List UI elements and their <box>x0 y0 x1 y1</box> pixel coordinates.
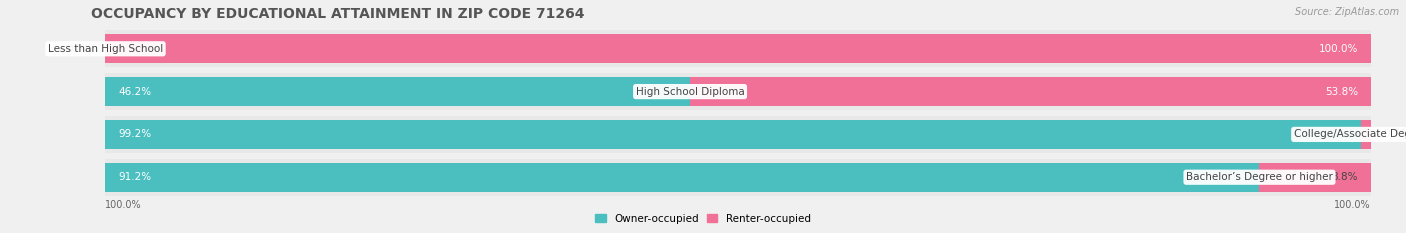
Text: 100.0%: 100.0% <box>1319 44 1358 54</box>
Text: 91.2%: 91.2% <box>118 172 152 182</box>
Text: Less than High School: Less than High School <box>48 44 163 54</box>
Legend: Owner-occupied, Renter-occupied: Owner-occupied, Renter-occupied <box>591 209 815 228</box>
Text: 99.2%: 99.2% <box>118 129 152 139</box>
Text: OCCUPANCY BY EDUCATIONAL ATTAINMENT IN ZIP CODE 71264: OCCUPANCY BY EDUCATIONAL ATTAINMENT IN Z… <box>91 7 585 21</box>
Bar <box>105 77 690 106</box>
Text: 8.8%: 8.8% <box>1331 172 1358 182</box>
Text: Bachelor’s Degree or higher: Bachelor’s Degree or higher <box>1187 172 1333 182</box>
Text: 100.0%: 100.0% <box>105 200 142 210</box>
Bar <box>1260 163 1371 192</box>
Bar <box>1361 120 1371 149</box>
Text: 46.2%: 46.2% <box>118 87 152 97</box>
Text: College/Associate Degree: College/Associate Degree <box>1294 129 1406 139</box>
Text: High School Diploma: High School Diploma <box>636 87 744 97</box>
Text: Source: ZipAtlas.com: Source: ZipAtlas.com <box>1295 7 1399 17</box>
Text: 53.8%: 53.8% <box>1324 87 1358 97</box>
Text: 0.0%: 0.0% <box>66 44 93 54</box>
Text: 0.79%: 0.79% <box>1384 129 1406 139</box>
Bar <box>105 34 1371 63</box>
Bar <box>690 77 1371 106</box>
Bar <box>105 120 1361 149</box>
Bar <box>105 163 1260 192</box>
Text: 100.0%: 100.0% <box>1334 200 1371 210</box>
